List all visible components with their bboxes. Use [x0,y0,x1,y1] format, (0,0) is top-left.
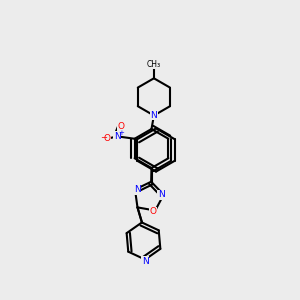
Text: +: + [118,130,124,136]
Text: N: N [134,185,141,194]
Text: O: O [104,134,111,143]
Text: O: O [150,207,157,216]
Text: N: N [114,132,121,141]
Text: N: N [151,111,157,120]
Text: N: N [158,190,165,199]
Text: O: O [118,122,124,131]
Text: −: − [100,133,107,142]
Text: N: N [142,256,148,266]
Text: CH₃: CH₃ [147,60,161,69]
